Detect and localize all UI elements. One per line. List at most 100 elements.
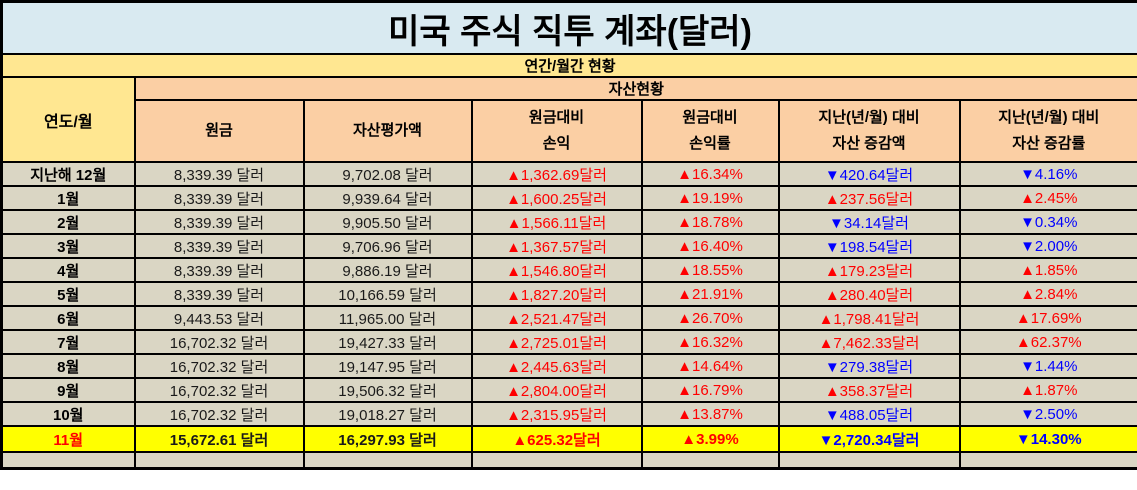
- cell-profit-loss-rate[interactable]: ▲13.87%: [640, 401, 780, 427]
- cell-profit-loss-rate[interactable]: ▲3.99%: [640, 425, 780, 453]
- empty-cell[interactable]: [302, 451, 473, 470]
- cell-month[interactable]: 지난해 12월: [0, 161, 136, 187]
- empty-cell[interactable]: [0, 451, 136, 470]
- cell-valuation[interactable]: 9,702.08 달러: [302, 161, 473, 187]
- cell-valuation[interactable]: 19,018.27 달러: [302, 401, 473, 427]
- cell-profit-loss[interactable]: ▲2,804.00달러: [470, 377, 643, 403]
- cell-asset-change[interactable]: ▼420.64달러: [777, 161, 961, 187]
- cell-principal[interactable]: 8,339.39 달러: [133, 185, 305, 211]
- header-valuation[interactable]: 자산평가액: [302, 99, 473, 163]
- cell-principal[interactable]: 8,339.39 달러: [133, 233, 305, 259]
- cell-month[interactable]: 5월: [0, 281, 136, 307]
- cell-profit-loss[interactable]: ▲2,725.01달러: [470, 329, 643, 355]
- cell-asset-change[interactable]: ▲280.40달러: [777, 281, 961, 307]
- cell-asset-change-rate[interactable]: ▼1.44%: [958, 353, 1137, 379]
- cell-profit-loss-rate[interactable]: ▲14.64%: [640, 353, 780, 379]
- cell-principal[interactable]: 15,672.61 달러: [133, 425, 305, 453]
- cell-month[interactable]: 6월: [0, 305, 136, 331]
- header-asset-change[interactable]: 지난(년/월) 대비 자산 증감액: [777, 99, 961, 163]
- cell-valuation[interactable]: 11,965.00 달러: [302, 305, 473, 331]
- cell-asset-change[interactable]: ▲1,798.41달러: [777, 305, 961, 331]
- cell-profit-loss-rate[interactable]: ▲16.34%: [640, 161, 780, 187]
- empty-cell[interactable]: [958, 451, 1137, 470]
- cell-valuation[interactable]: 9,905.50 달러: [302, 209, 473, 235]
- cell-asset-change-rate[interactable]: ▲2.45%: [958, 185, 1137, 211]
- cell-profit-loss[interactable]: ▲1,566.11달러: [470, 209, 643, 235]
- cell-month[interactable]: 3월: [0, 233, 136, 259]
- cell-profit-loss[interactable]: ▲1,362.69달러: [470, 161, 643, 187]
- cell-principal[interactable]: 8,339.39 달러: [133, 209, 305, 235]
- cell-month[interactable]: 8월: [0, 353, 136, 379]
- cell-month[interactable]: 1월: [0, 185, 136, 211]
- group-header-row: 연도/월 자산현황: [0, 76, 1137, 163]
- cell-profit-loss[interactable]: ▲2,521.47달러: [470, 305, 643, 331]
- cell-principal[interactable]: 8,339.39 달러: [133, 257, 305, 283]
- cell-valuation[interactable]: 10,166.59 달러: [302, 281, 473, 307]
- cell-valuation[interactable]: 16,297.93 달러: [302, 425, 473, 453]
- cell-asset-change-rate[interactable]: ▲1.87%: [958, 377, 1137, 403]
- cell-principal[interactable]: 8,339.39 달러: [133, 161, 305, 187]
- cell-asset-change[interactable]: ▼488.05달러: [777, 401, 961, 427]
- header-asset-change-rate[interactable]: 지난(년/월) 대비 자산 증감률: [958, 99, 1137, 163]
- cell-principal[interactable]: 8,339.39 달러: [133, 281, 305, 307]
- cell-principal[interactable]: 16,702.32 달러: [133, 353, 305, 379]
- cell-asset-change[interactable]: ▼279.38달러: [777, 353, 961, 379]
- cell-valuation[interactable]: 19,506.32 달러: [302, 377, 473, 403]
- cell-asset-change-rate[interactable]: ▲62.37%: [958, 329, 1137, 355]
- empty-cell[interactable]: [777, 451, 961, 470]
- cell-asset-change-rate[interactable]: ▲2.84%: [958, 281, 1137, 307]
- cell-profit-loss-rate[interactable]: ▲16.40%: [640, 233, 780, 259]
- cell-asset-change[interactable]: ▼2,720.34달러: [777, 425, 961, 453]
- header-profit-loss[interactable]: 원금대비 손익: [470, 99, 643, 163]
- cell-asset-change[interactable]: ▲7,462.33달러: [777, 329, 961, 355]
- cell-valuation[interactable]: 19,147.95 달러: [302, 353, 473, 379]
- cell-principal[interactable]: 9,443.53 달러: [133, 305, 305, 331]
- cell-profit-loss-rate[interactable]: ▲16.79%: [640, 377, 780, 403]
- header-profit-loss-rate[interactable]: 원금대비 손익률: [640, 99, 780, 163]
- cell-profit-loss[interactable]: ▲625.32달러: [470, 425, 643, 453]
- cell-profit-loss-rate[interactable]: ▲26.70%: [640, 305, 780, 331]
- cell-asset-change-rate[interactable]: ▲17.69%: [958, 305, 1137, 331]
- cell-profit-loss[interactable]: ▲1,600.25달러: [470, 185, 643, 211]
- cell-profit-loss-rate[interactable]: ▲18.55%: [640, 257, 780, 283]
- cell-asset-change-rate[interactable]: ▼4.16%: [958, 161, 1137, 187]
- cell-asset-change[interactable]: ▲179.23달러: [777, 257, 961, 283]
- cell-month[interactable]: 10월: [0, 401, 136, 427]
- cell-month[interactable]: 9월: [0, 377, 136, 403]
- cell-month[interactable]: 7월: [0, 329, 136, 355]
- cell-profit-loss[interactable]: ▲2,315.95달러: [470, 401, 643, 427]
- cell-asset-change[interactable]: ▲358.37달러: [777, 377, 961, 403]
- cell-profit-loss[interactable]: ▲2,445.63달러: [470, 353, 643, 379]
- cell-asset-change-rate[interactable]: ▲1.85%: [958, 257, 1137, 283]
- cell-month[interactable]: 2월: [0, 209, 136, 235]
- cell-asset-change-rate[interactable]: ▼14.30%: [958, 425, 1137, 453]
- cell-profit-loss[interactable]: ▲1,367.57달러: [470, 233, 643, 259]
- cell-profit-loss-rate[interactable]: ▲21.91%: [640, 281, 780, 307]
- empty-cell[interactable]: [133, 451, 305, 470]
- empty-cell[interactable]: [640, 451, 780, 470]
- empty-cell[interactable]: [470, 451, 643, 470]
- cell-principal[interactable]: 16,702.32 달러: [133, 329, 305, 355]
- cell-profit-loss[interactable]: ▲1,546.80달러: [470, 257, 643, 283]
- cell-valuation[interactable]: 9,886.19 달러: [302, 257, 473, 283]
- cell-profit-loss-rate[interactable]: ▲18.78%: [640, 209, 780, 235]
- cell-month[interactable]: 4월: [0, 257, 136, 283]
- cell-asset-change[interactable]: ▼198.54달러: [777, 233, 961, 259]
- group-header-asset-status[interactable]: 자산현황: [133, 76, 1137, 101]
- header-month[interactable]: 연도/월: [0, 76, 136, 163]
- cell-asset-change-rate[interactable]: ▼0.34%: [958, 209, 1137, 235]
- cell-asset-change[interactable]: ▲237.56달러: [777, 185, 961, 211]
- cell-asset-change-rate[interactable]: ▼2.00%: [958, 233, 1137, 259]
- cell-valuation[interactable]: 9,706.96 달러: [302, 233, 473, 259]
- header-principal[interactable]: 원금: [133, 99, 305, 163]
- cell-profit-loss-rate[interactable]: ▲16.32%: [640, 329, 780, 355]
- cell-profit-loss[interactable]: ▲1,827.20달러: [470, 281, 643, 307]
- cell-principal[interactable]: 16,702.32 달러: [133, 377, 305, 403]
- cell-asset-change-rate[interactable]: ▼2.50%: [958, 401, 1137, 427]
- cell-principal[interactable]: 16,702.32 달러: [133, 401, 305, 427]
- cell-asset-change[interactable]: ▼34.14달러: [777, 209, 961, 235]
- cell-valuation[interactable]: 9,939.64 달러: [302, 185, 473, 211]
- cell-profit-loss-rate[interactable]: ▲19.19%: [640, 185, 780, 211]
- cell-month[interactable]: 11월: [0, 425, 136, 453]
- cell-valuation[interactable]: 19,427.33 달러: [302, 329, 473, 355]
